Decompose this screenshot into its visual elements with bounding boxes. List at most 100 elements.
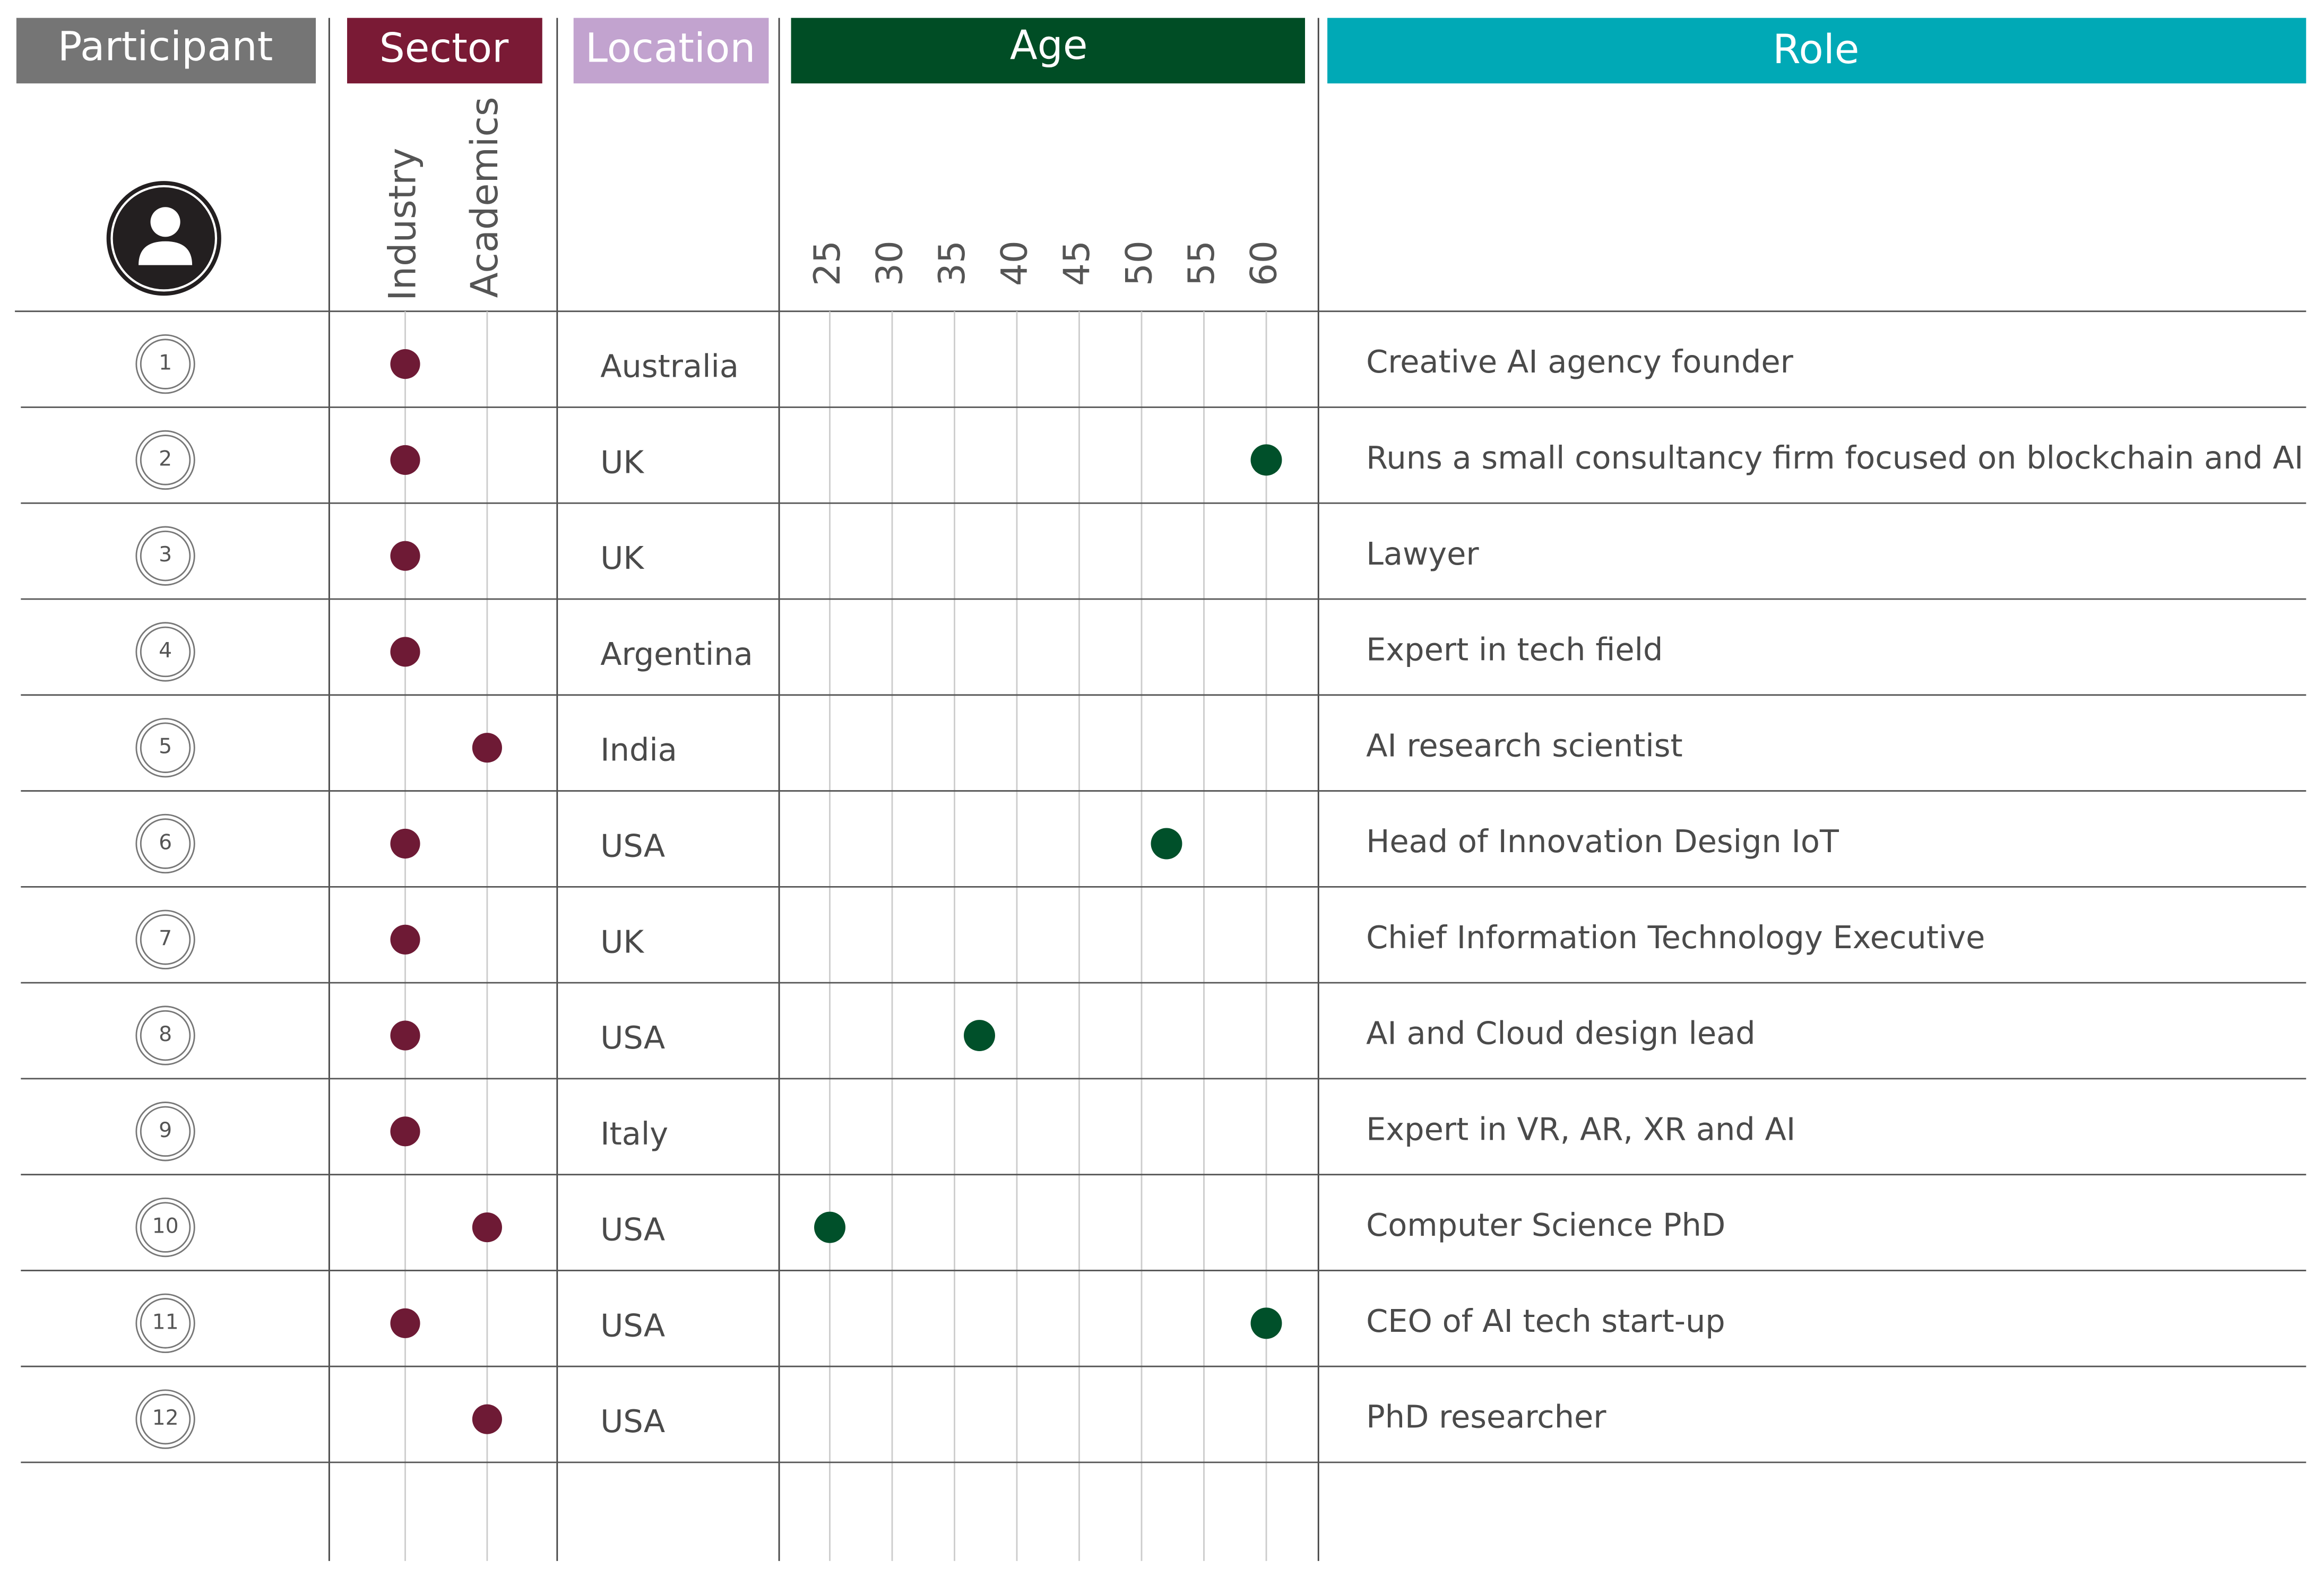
- sector-dot: [472, 1404, 502, 1434]
- age-dot: [1250, 444, 1282, 476]
- role: Creative AI agency founder: [1366, 343, 1794, 380]
- sector-dot: [390, 1116, 420, 1147]
- location: Italy: [600, 1115, 668, 1152]
- header-text: Role: [1773, 26, 1859, 73]
- role: Runs a small consultancy firm focused on…: [1366, 439, 2303, 476]
- participant-number: 12: [152, 1406, 179, 1430]
- participant-badge: [135, 718, 195, 778]
- participant-badge: [140, 1010, 191, 1061]
- participant-badge: [140, 1106, 191, 1157]
- header-cell: [1327, 18, 2306, 84]
- header-cell: [347, 18, 542, 84]
- sector-label: Academics: [463, 97, 506, 298]
- participant-number: 3: [159, 543, 172, 567]
- sector-dot: [472, 733, 502, 763]
- header-text: Participant: [58, 23, 273, 70]
- sector-dot: [390, 1308, 420, 1338]
- role: Expert in tech field: [1366, 631, 1663, 668]
- sector-dot: [472, 1212, 502, 1243]
- role: AI research scientist: [1366, 727, 1683, 764]
- header-text: Age: [1010, 22, 1088, 68]
- participant-number: 8: [159, 1022, 172, 1046]
- sector-dot: [390, 349, 420, 379]
- header-cell: [791, 18, 1305, 84]
- location: Argentina: [600, 636, 753, 672]
- location: UK: [600, 923, 644, 960]
- age-tick-label: 35: [931, 240, 973, 286]
- sector-dot: [390, 445, 420, 475]
- location: UK: [600, 444, 644, 480]
- sector-dot: [390, 541, 420, 571]
- participant-badge: [135, 334, 195, 394]
- sector-label: Industry: [381, 148, 425, 301]
- participant-number: 4: [159, 639, 172, 663]
- participant-badge: [135, 909, 195, 969]
- role: Chief Information Technology Executive: [1366, 919, 1985, 956]
- location: India: [600, 732, 677, 768]
- participant-badge: [135, 526, 195, 586]
- participant-badge: [140, 914, 191, 965]
- role: Computer Science PhD: [1366, 1207, 1725, 1243]
- age-dot: [814, 1211, 846, 1243]
- header-text: Location: [585, 24, 756, 71]
- location: USA: [600, 1403, 665, 1440]
- participant-badge: [135, 1293, 195, 1354]
- participant-badge: [135, 622, 195, 682]
- participant-number: 10: [152, 1215, 179, 1238]
- participant-number: 9: [159, 1119, 172, 1142]
- age-tick-label: 40: [993, 240, 1035, 286]
- participant-badge: [140, 339, 191, 389]
- participant-badge: [135, 813, 195, 874]
- age-tick-label: 45: [1056, 240, 1098, 286]
- participant-badge: [135, 1389, 195, 1449]
- participant-badge: [140, 1298, 191, 1349]
- header-cell: [573, 18, 769, 84]
- age-tick-label: 50: [1118, 240, 1160, 286]
- role: PhD researcher: [1366, 1399, 1606, 1435]
- location: UK: [600, 540, 644, 576]
- participant-number: 7: [159, 926, 172, 950]
- participant-badge: [140, 1393, 191, 1445]
- participant-badge: [140, 626, 191, 678]
- role: AI and Cloud design lead: [1366, 1015, 1756, 1052]
- location: USA: [600, 1307, 665, 1343]
- participant-badge: [135, 1005, 195, 1065]
- role: Lawyer: [1366, 535, 1479, 572]
- age-dot: [964, 1020, 995, 1052]
- age-tick-label: 55: [1180, 240, 1222, 286]
- participant-number: 5: [159, 735, 172, 759]
- header-cell: [16, 18, 316, 84]
- participant-badge: [135, 1102, 195, 1161]
- location: USA: [600, 1211, 665, 1248]
- age-tick-label: 30: [869, 240, 911, 286]
- participant-badge: [140, 435, 191, 486]
- sector-dot: [390, 828, 420, 859]
- sector-dot: [390, 637, 420, 667]
- participant-badge: [140, 530, 191, 582]
- participant-badge: [135, 1197, 195, 1258]
- participant-badge: [135, 430, 195, 490]
- column-dividers: [328, 18, 1319, 1561]
- user-icon: [106, 181, 221, 296]
- age-dot: [1151, 828, 1182, 860]
- participant-badge: [140, 1202, 191, 1253]
- header-text: Sector: [379, 24, 509, 71]
- location: USA: [600, 828, 665, 864]
- role: Expert in VR, AR, XR and AI: [1366, 1111, 1795, 1147]
- participant-number: 1: [159, 351, 172, 375]
- sector-dot: [390, 924, 420, 955]
- participant-number: 11: [152, 1310, 179, 1334]
- role: CEO of AI tech start-up: [1366, 1303, 1725, 1339]
- participant-number: 2: [159, 447, 172, 471]
- age-tick-label: 25: [806, 240, 848, 286]
- participant-badge: [140, 722, 191, 773]
- location: Australia: [600, 348, 739, 385]
- role: Head of Innovation Design IoT: [1366, 823, 1839, 860]
- sector-dot: [390, 1020, 420, 1051]
- participant-number: 6: [159, 830, 172, 854]
- age-tick-label: 60: [1243, 240, 1285, 286]
- participant-badge: [140, 818, 191, 869]
- location: USA: [600, 1019, 665, 1056]
